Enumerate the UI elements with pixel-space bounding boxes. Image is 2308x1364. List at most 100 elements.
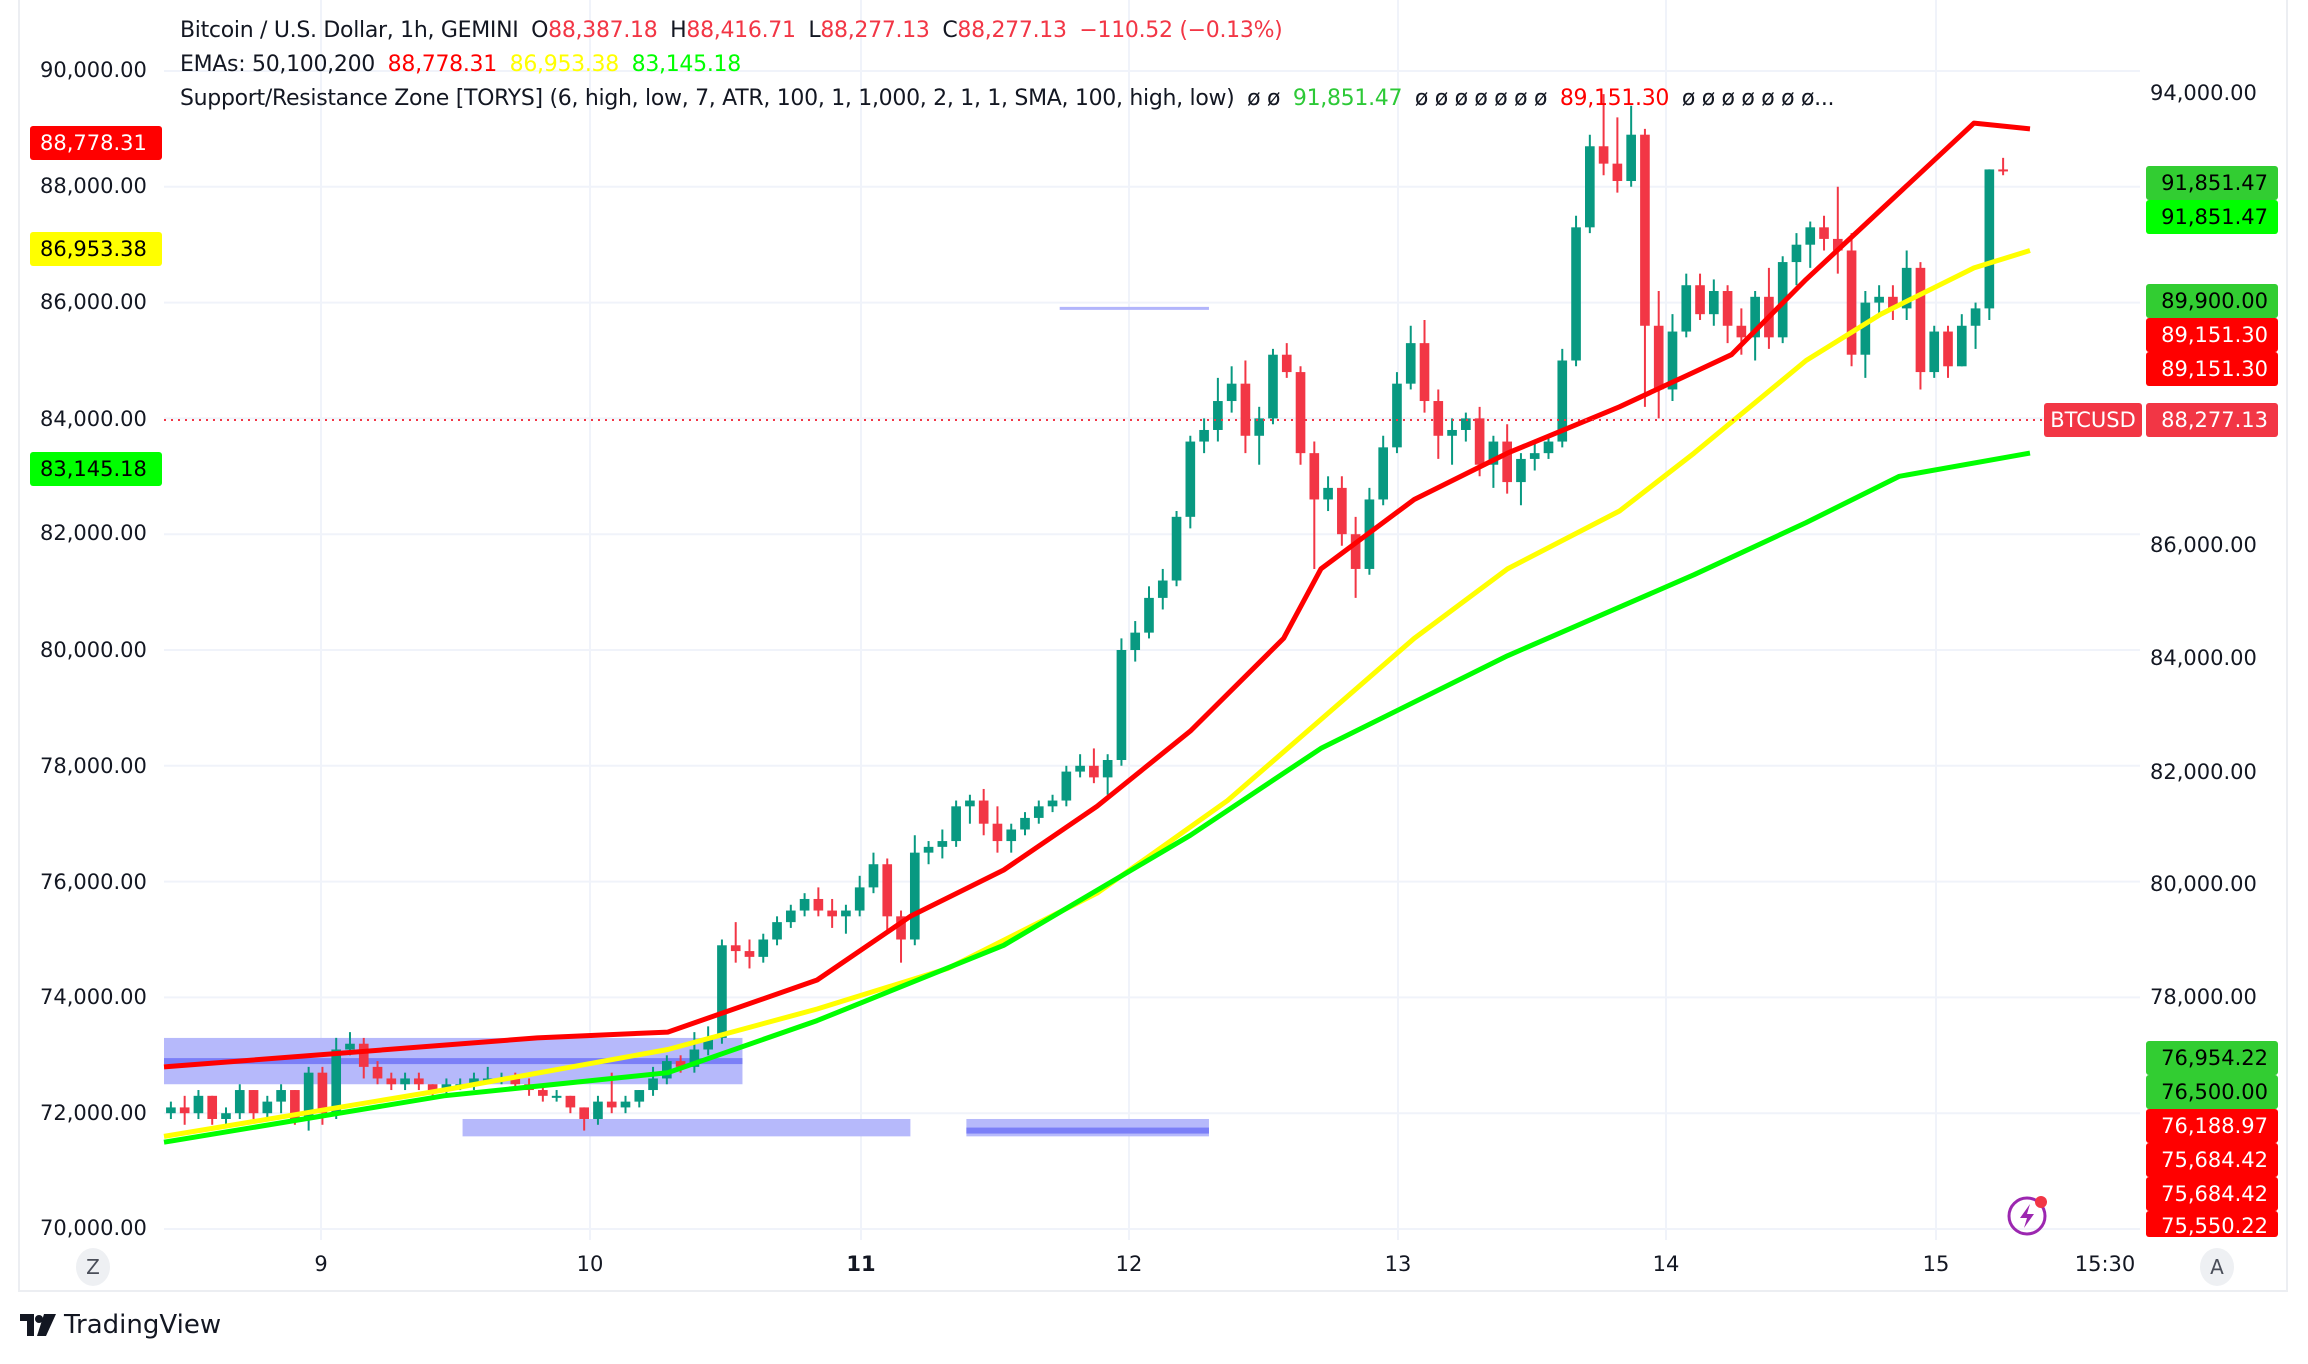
time-label: 11 [846, 1252, 876, 1276]
candle-body [1529, 453, 1540, 459]
candle-body [1722, 291, 1733, 326]
candle-body [1433, 401, 1444, 436]
left-axis-label: 82,000.00 [40, 521, 147, 545]
candle-body [1185, 441, 1196, 517]
candle-body [717, 945, 727, 1038]
time-label: 15 [1922, 1252, 1950, 1276]
candle-body [276, 1090, 286, 1102]
sr-value-red: 89,151.30 [1559, 86, 1670, 111]
candle-body [482, 1078, 493, 1081]
left-axis-label: 80,000.00 [40, 638, 147, 662]
candle-body [234, 1090, 245, 1114]
candle-body [841, 910, 851, 917]
lightning-alert-icon[interactable] [2005, 1192, 2051, 1242]
candle-body [827, 910, 837, 917]
candle-body [606, 1101, 617, 1108]
candle-body [1984, 169, 1995, 309]
candle-body [469, 1078, 479, 1085]
ema200-price-tag: 83,145.18 [30, 452, 162, 486]
candle-body [1626, 134, 1636, 182]
open-label: O [531, 18, 549, 43]
sr-level-tag: 89,151.30 [2146, 352, 2278, 386]
candle-body [1144, 597, 1154, 633]
candle-body [1929, 331, 1940, 373]
close-value: 88,277.13 [957, 18, 1067, 43]
candle-body [1268, 354, 1278, 419]
right-axis-label: 80,000.00 [2150, 872, 2257, 896]
candle-body [372, 1066, 383, 1079]
candle-body [290, 1090, 300, 1119]
candle-body [414, 1078, 424, 1085]
time-label: 14 [1652, 1252, 1680, 1276]
candle-body [386, 1078, 397, 1085]
candle-body [758, 939, 769, 957]
low-value: 88,277.13 [820, 18, 930, 43]
candle-body [1213, 401, 1223, 430]
ema-label[interactable]: EMAs: 50,100,200 [180, 52, 375, 77]
zoom-button[interactable]: Z [76, 1248, 110, 1286]
candle-body [882, 864, 893, 917]
candle-body [1571, 227, 1581, 361]
sr-support-tag: 76,500.00 [2146, 1075, 2278, 1109]
chart-legend: Bitcoin / U.S. Dollar, 1h, GEMINI O88,38… [180, 14, 1840, 116]
candle-body [207, 1095, 218, 1119]
candle-body [331, 1049, 342, 1114]
candle-body [1254, 418, 1265, 436]
high-value: 88,416.71 [686, 18, 796, 43]
candle-body [730, 945, 741, 952]
candle-body [1392, 383, 1402, 448]
sr-label[interactable]: Support/Resistance Zone [TORYS] (6, high… [180, 86, 1235, 111]
tradingview-logo[interactable]: TradingView [20, 1310, 221, 1340]
candle-body [1970, 308, 1981, 326]
sr-level-tag: 89,900.00 [2146, 284, 2278, 318]
candle-body [1102, 760, 1113, 778]
ema100-price-tag: 86,953.38 [30, 232, 162, 266]
change-value: −110.52 (−0.13%) [1079, 18, 1283, 43]
right-axis-label: 94,000.00 [2150, 81, 2257, 105]
candle-body [1033, 806, 1044, 818]
sr-support-tag: 76,188.97 [2146, 1109, 2278, 1143]
ema-legend-row[interactable]: EMAs: 50,100,200 88,778.31 86,953.38 83,… [180, 48, 1840, 82]
candle-body [1888, 296, 1898, 309]
chart-pane[interactable] [18, 0, 2288, 1292]
time-label: 13 [1384, 1252, 1412, 1276]
auto-scale-button[interactable]: A [2200, 1248, 2234, 1286]
close-label: C [942, 18, 958, 43]
candle-body [1075, 765, 1085, 772]
candle-body [1295, 372, 1306, 454]
candle-body [1474, 418, 1485, 465]
candle-body [1130, 632, 1141, 650]
sr-legend-row[interactable]: Support/Resistance Zone [TORYS] (6, high… [180, 82, 1840, 116]
candle-body [1281, 354, 1292, 373]
left-axis-label: 86,000.00 [40, 290, 147, 314]
left-axis-label: 74,000.00 [40, 985, 147, 1009]
candle-body [1171, 516, 1182, 581]
sr-value-green: 91,851.47 [1292, 86, 1403, 111]
candle-body [1061, 771, 1072, 801]
right-axis-label: 84,000.00 [2150, 646, 2257, 670]
sr-empty-values: ø ø ø ø ø ø ø [1414, 86, 1548, 111]
candle-body [1943, 331, 1953, 367]
candle-body [1846, 250, 1857, 355]
tradingview-logo-icon [20, 1314, 56, 1336]
candle-body [744, 951, 755, 957]
last-price-tag: 88,277.13 [2146, 403, 2278, 437]
symbol-legend-row[interactable]: Bitcoin / U.S. Dollar, 1h, GEMINI O88,38… [180, 14, 1840, 48]
candle-body [1667, 331, 1678, 390]
candle-body [579, 1107, 589, 1119]
candle-body [689, 1049, 700, 1067]
symbol-title[interactable]: Bitcoin / U.S. Dollar, 1h, GEMINI [180, 18, 519, 43]
low-label: L [808, 18, 821, 43]
candle-body [620, 1101, 631, 1108]
candle-body [1350, 534, 1361, 569]
sr-zone [462, 1118, 911, 1137]
candle-body [345, 1043, 355, 1050]
candle-body [1832, 238, 1843, 251]
time-label: 15:30 [2074, 1252, 2136, 1276]
sr-resistance-tag: 91,851.47 [2146, 166, 2278, 200]
candle-body [854, 887, 865, 911]
ema50-price-tag: 88,778.31 [30, 126, 162, 160]
candle-body [1791, 244, 1802, 263]
sr-support-tag: 75,684.42 [2146, 1143, 2278, 1177]
